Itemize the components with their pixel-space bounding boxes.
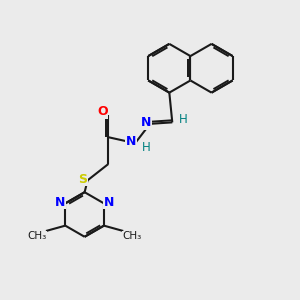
Text: N: N bbox=[126, 136, 136, 148]
Text: O: O bbox=[97, 106, 108, 118]
Text: H: H bbox=[179, 113, 188, 127]
Text: N: N bbox=[55, 196, 65, 209]
Text: CH₃: CH₃ bbox=[27, 231, 47, 241]
Text: H: H bbox=[142, 141, 151, 154]
Text: S: S bbox=[79, 172, 88, 186]
Text: N: N bbox=[104, 196, 115, 209]
Text: N: N bbox=[141, 116, 151, 129]
Text: CH₃: CH₃ bbox=[122, 231, 142, 241]
